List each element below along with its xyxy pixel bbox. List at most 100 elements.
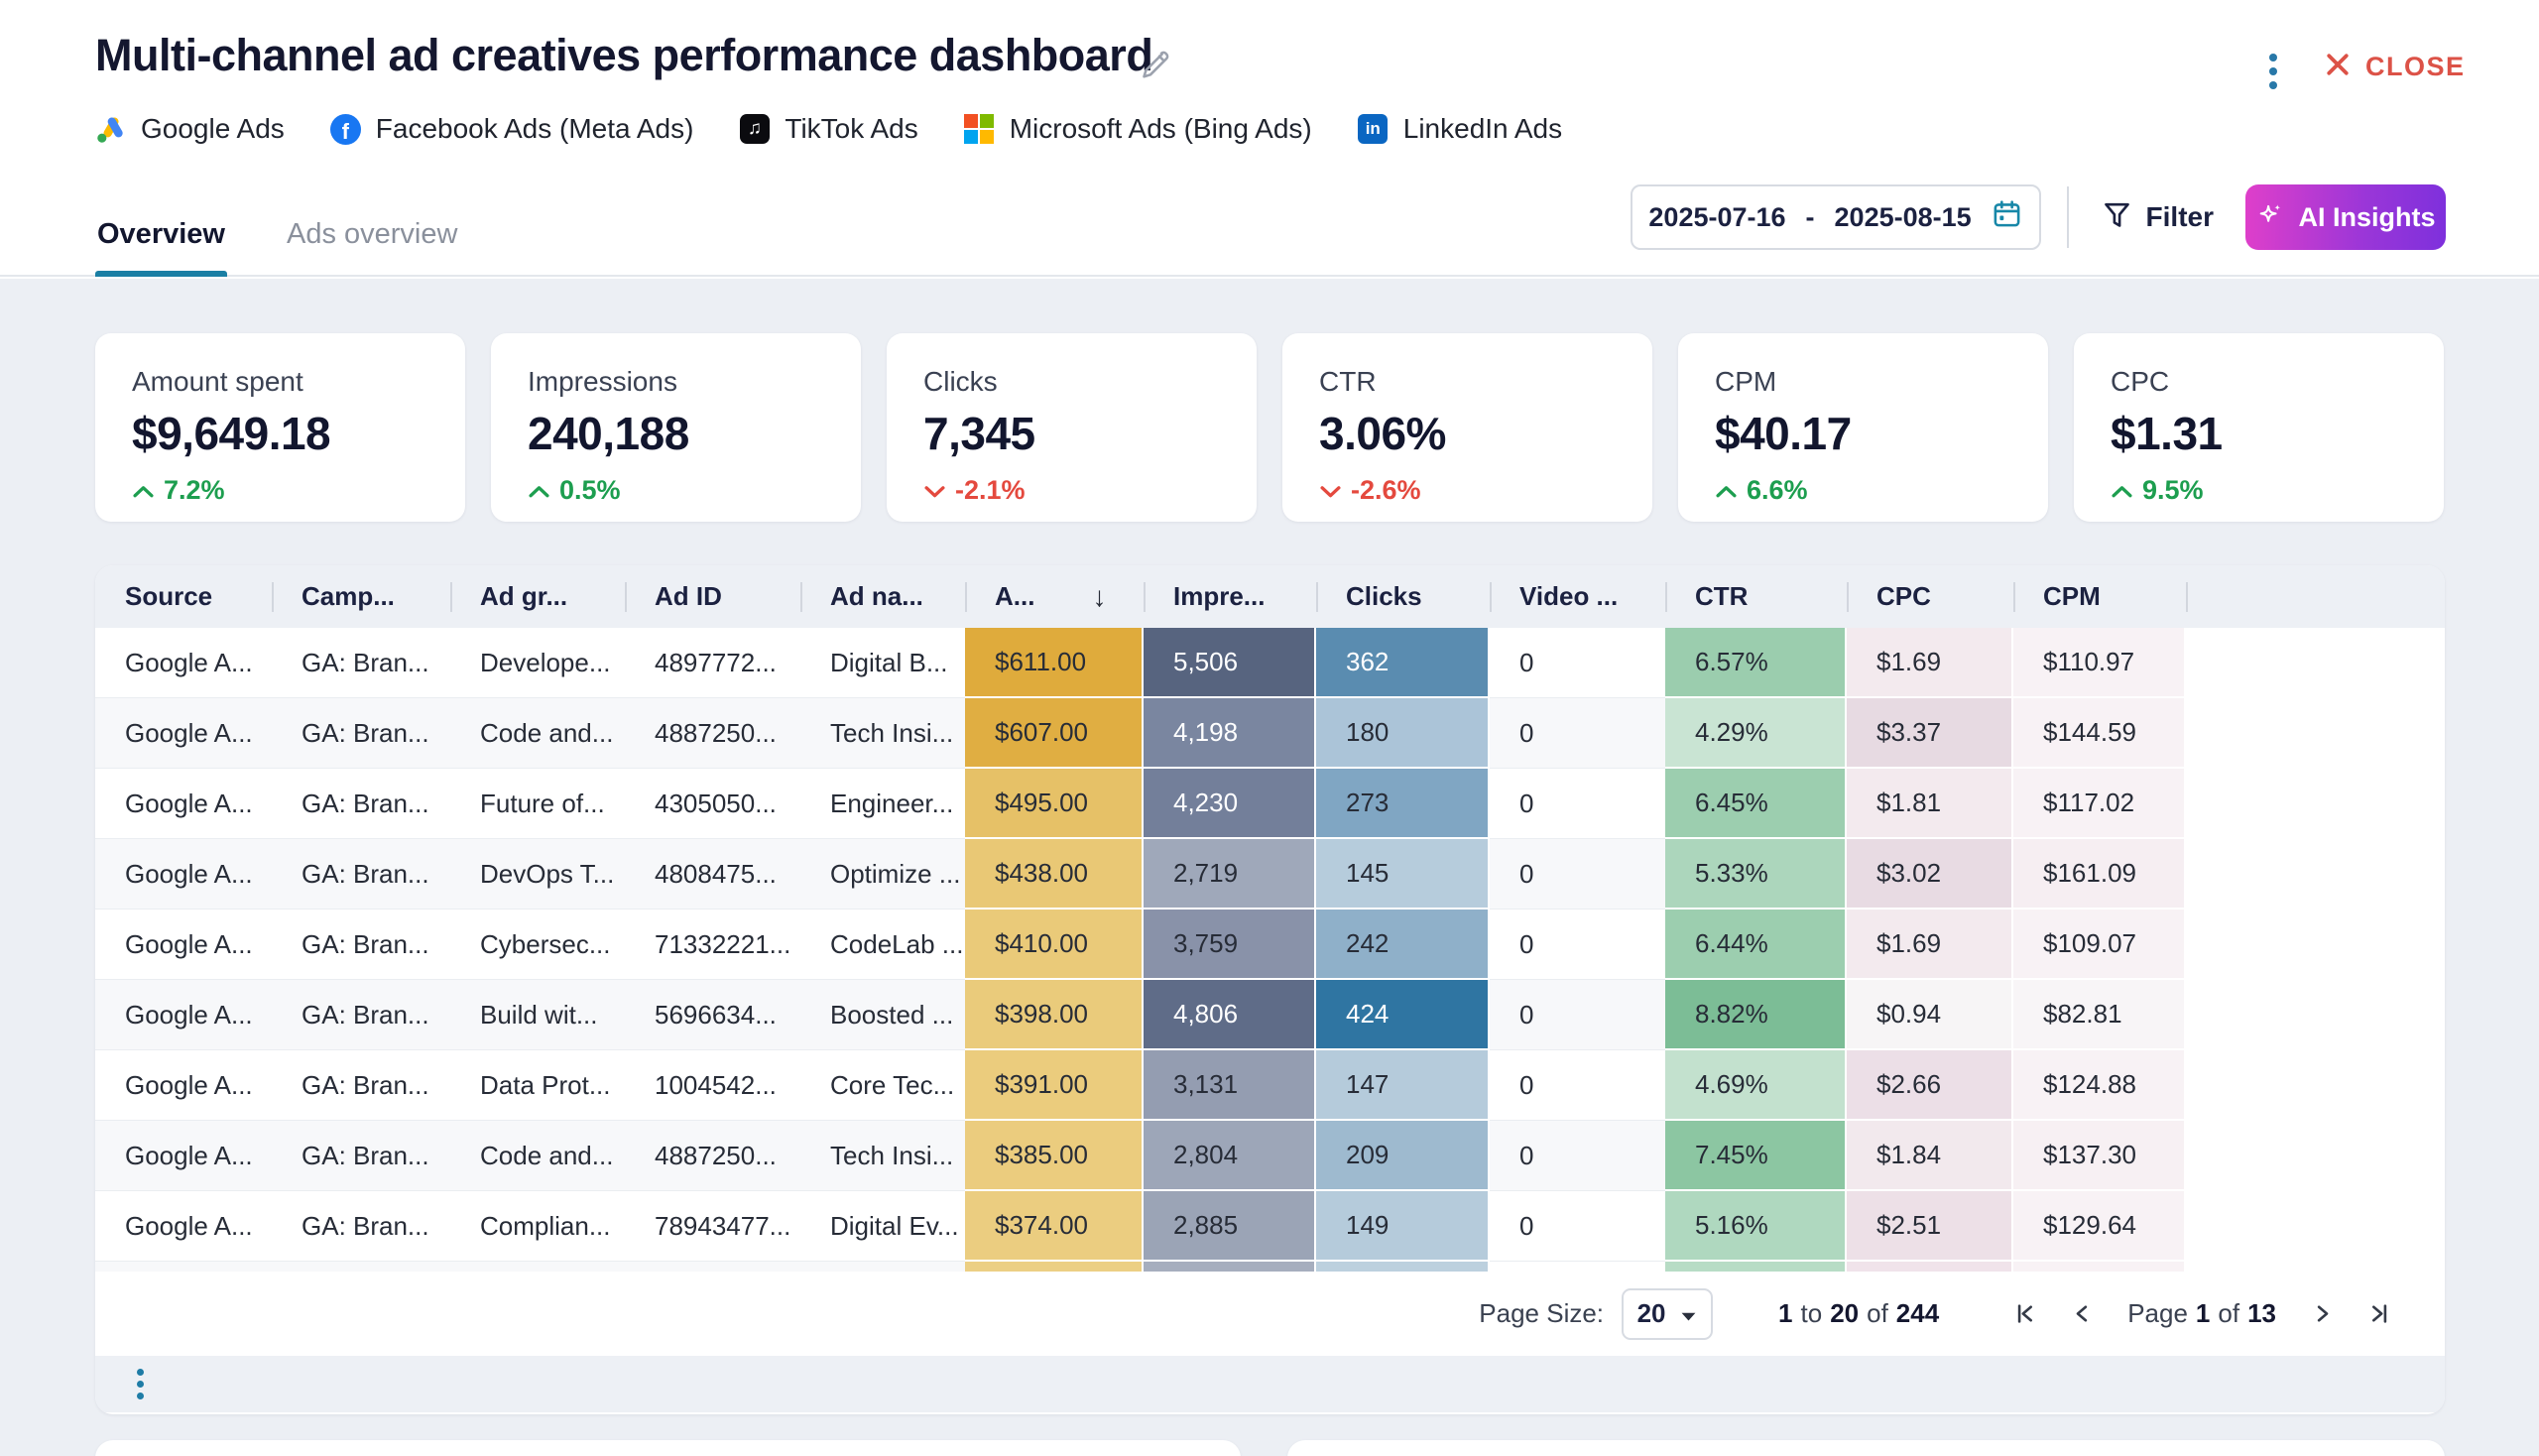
channel-google-ads[interactable]: Google Ads bbox=[95, 113, 285, 145]
date-range-picker[interactable]: 2025-07-16 - 2025-08-15 bbox=[1630, 184, 2041, 250]
edit-title-icon[interactable] bbox=[1137, 48, 1172, 83]
date-separator: - bbox=[1805, 201, 1815, 232]
cell-ad_name: CodeLab ... bbox=[800, 910, 965, 980]
channel-microsoft-ads[interactable]: Microsoft Ads (Bing Ads) bbox=[964, 113, 1312, 145]
cell-cpc: $1.69 bbox=[1847, 628, 2013, 698]
cell-ctr: 8.82% bbox=[1665, 980, 1847, 1050]
channel-tiktok-ads[interactable]: ♫ TikTok Ads bbox=[739, 113, 918, 145]
column-header-ad_group[interactable]: Ad gr... bbox=[450, 565, 625, 628]
date-start: 2025-07-16 bbox=[1648, 201, 1786, 232]
page-of-word: of bbox=[2218, 1298, 2240, 1328]
bottom-panel-right bbox=[1287, 1440, 2445, 1456]
column-header-impressions[interactable]: Impre... bbox=[1144, 565, 1316, 628]
column-header-ctr[interactable]: CTR bbox=[1665, 565, 1847, 628]
table-row[interactable]: Google A... GA: Bran... Code and... 4887250… bbox=[95, 698, 2445, 769]
table-row[interactable]: Google A... GA: Bran... Cybersec... 7133222… bbox=[95, 910, 2445, 980]
table-row[interactable]: Google A... GA: Bran... Complian... 7894347… bbox=[95, 1191, 2445, 1262]
cell-cpc: $2.51 bbox=[1847, 1191, 2013, 1262]
cell-impressions: 5,506 bbox=[1144, 628, 1316, 698]
table-row[interactable]: Google A... GA: Bran... Future of... 430505… bbox=[95, 769, 2445, 839]
kpi-label: Clicks bbox=[923, 366, 998, 397]
column-header-amount[interactable]: A... ↓ bbox=[965, 565, 1144, 628]
tab-ads-overview[interactable]: Ads overview bbox=[286, 218, 458, 250]
cell-amount: $438.00 bbox=[965, 839, 1144, 910]
cell-video: 0 bbox=[1490, 628, 1665, 698]
column-header-clicks[interactable]: Clicks bbox=[1316, 565, 1490, 628]
kpi-label: CTR bbox=[1319, 366, 1377, 397]
table-row[interactable]: Google A... GA: Bran... Build wit... 569663… bbox=[95, 980, 2445, 1050]
cell-ad_group: Future of... bbox=[450, 769, 625, 839]
channel-label: Microsoft Ads (Bing Ads) bbox=[1009, 113, 1312, 144]
filter-button[interactable]: Filter bbox=[2095, 198, 2220, 236]
date-end: 2025-08-15 bbox=[1834, 201, 1972, 232]
page-indicator: Page 1 of 13 bbox=[2127, 1298, 2276, 1329]
cell-source: Google A... bbox=[95, 1050, 272, 1121]
content-area: Amount spent $9,649.18 7.2% Impressions 240,… bbox=[0, 279, 2539, 1456]
ai-insights-button[interactable]: AI Insights bbox=[2245, 184, 2446, 250]
cell-ad_name: Optimize ... bbox=[800, 839, 965, 910]
kpi-delta: 7.2% bbox=[132, 475, 465, 506]
table-footer-bar bbox=[95, 1356, 2445, 1412]
cell-filler bbox=[2186, 910, 2445, 980]
tab-bar: Overview Ads overview bbox=[95, 218, 459, 277]
kpi-label: Impressions bbox=[528, 366, 677, 397]
cell-campaign: GA: Bran... bbox=[272, 1191, 450, 1262]
cell-source: Google A... bbox=[95, 628, 272, 698]
cell-clicks: 180 bbox=[1316, 698, 1490, 769]
bottom-panel-left bbox=[95, 1440, 1241, 1456]
cell-video: 0 bbox=[1490, 1050, 1665, 1121]
cell-filler bbox=[2186, 1121, 2445, 1191]
cell-ad_id: 78943477... bbox=[625, 1191, 800, 1262]
table-options-menu[interactable] bbox=[123, 1365, 157, 1404]
table-row[interactable]: Google A... GA: Bran... Data Prot... 100454… bbox=[95, 1050, 2445, 1121]
cell-filler bbox=[2186, 980, 2445, 1050]
cell-campaign: GA: Bran... bbox=[272, 628, 450, 698]
tab-overview[interactable]: Overview bbox=[95, 218, 227, 277]
cell-campaign bbox=[272, 1262, 450, 1272]
channel-facebook-ads[interactable]: f Facebook Ads (Meta Ads) bbox=[329, 113, 693, 145]
performance-table-card: Source Camp... Ad gr... Ad ID Ad na... A... ↓ I… bbox=[95, 565, 2445, 1414]
first-page-button[interactable] bbox=[2002, 1292, 2046, 1336]
cell-amount: $374.00 bbox=[965, 1191, 1144, 1262]
cell-ad_name: Digital Ev... bbox=[800, 1191, 965, 1262]
cell-filler bbox=[2186, 698, 2445, 769]
cell-cpm: $82.81 bbox=[2013, 980, 2186, 1050]
kpi-card-clicks: Clicks 7,345 -2.1% bbox=[887, 333, 1257, 522]
cell-impressions: 2,804 bbox=[1144, 1121, 1316, 1191]
cell-ctr: 6.57% bbox=[1665, 628, 1847, 698]
column-header-cpm[interactable]: CPM bbox=[2013, 565, 2186, 628]
table-row[interactable]: Google A... GA: Bran... Develope... 4897772… bbox=[95, 628, 2445, 698]
cell-ctr bbox=[1665, 1262, 1847, 1272]
last-page-button[interactable] bbox=[2358, 1292, 2401, 1336]
previous-page-button[interactable] bbox=[2060, 1292, 2104, 1336]
cell-ad_group: Build wit... bbox=[450, 980, 625, 1050]
column-header-campaign[interactable]: Camp... bbox=[272, 565, 450, 628]
cell-ad_group: Complian... bbox=[450, 1191, 625, 1262]
cell-ad_id: 4887250... bbox=[625, 698, 800, 769]
table-row[interactable]: Google A... GA: Bran... DevOps T... 4808475… bbox=[95, 839, 2445, 910]
arrow-up-icon bbox=[528, 475, 550, 506]
close-button[interactable]: CLOSE bbox=[2323, 50, 2466, 84]
column-header-ad_name[interactable]: Ad na... bbox=[800, 565, 965, 628]
cell-ctr: 5.33% bbox=[1665, 839, 1847, 910]
cell-source: Google A... bbox=[95, 910, 272, 980]
arrow-down-icon bbox=[1319, 475, 1342, 506]
controls-divider bbox=[2066, 186, 2069, 248]
cell-amount: $607.00 bbox=[965, 698, 1144, 769]
column-header-video[interactable]: Video ... bbox=[1490, 565, 1665, 628]
table-row-partial bbox=[95, 1262, 2445, 1272]
close-icon bbox=[2323, 50, 2353, 84]
next-page-button[interactable] bbox=[2300, 1292, 2344, 1336]
channel-linkedin-ads[interactable]: in LinkedIn Ads bbox=[1358, 113, 1562, 145]
more-options-menu[interactable] bbox=[2253, 46, 2293, 97]
column-header-cpc[interactable]: CPC bbox=[1847, 565, 2013, 628]
table-row[interactable]: Google A... GA: Bran... Code and... 4887250… bbox=[95, 1121, 2445, 1191]
page-size-select[interactable]: 20 bbox=[1622, 1287, 1714, 1340]
cell-source bbox=[95, 1262, 272, 1272]
cell-video: 0 bbox=[1490, 1121, 1665, 1191]
cell-amount bbox=[965, 1262, 1144, 1272]
kpi-value: 240,188 bbox=[528, 408, 689, 459]
cell-cpm: $109.07 bbox=[2013, 910, 2186, 980]
column-header-source[interactable]: Source bbox=[125, 581, 213, 611]
column-header-ad_id[interactable]: Ad ID bbox=[625, 565, 800, 628]
